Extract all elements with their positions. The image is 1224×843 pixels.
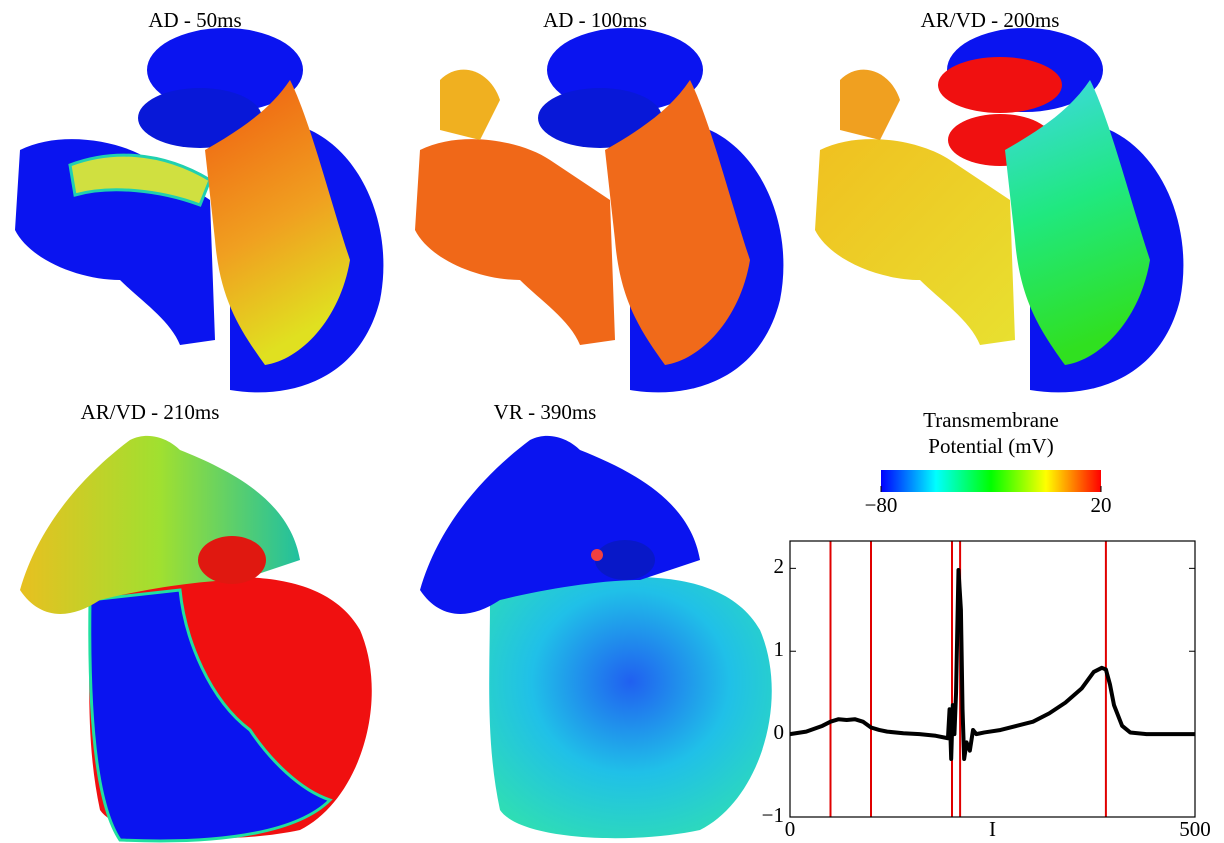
colorbar-tick-label: 20 [1091,493,1112,517]
panel-title: VR - 390ms [494,400,597,424]
y-tick-label: 1 [774,637,785,661]
y-tick-label: −1 [762,803,784,827]
panel-title: AD - 50ms [148,8,241,32]
heart-render [415,28,784,393]
panel-title: AD - 100ms [543,8,647,32]
heart-render [20,435,372,843]
heart-render [15,28,384,393]
x-tick-label: 500 [1179,817,1211,841]
x-tick-label: 0 [785,817,796,841]
panel-title: AR/VD - 210ms [81,400,220,424]
ecg-line [789,568,1195,761]
colorbar-tick-label: −80 [865,493,898,517]
panel-title: AR/VD - 200ms [921,8,1060,32]
colorbar: Transmembrane Potential (mV) −80 20 [865,408,1112,517]
heart-render [420,435,772,839]
plot-frame [789,540,1196,818]
y-tick-label: 0 [774,720,785,744]
x-axis-label: I [989,817,996,841]
colorbar-bar [881,470,1101,492]
colorbar-label: Transmembrane Potential (mV) [923,408,1059,458]
y-tick-label: 2 [774,554,785,578]
heart-render [815,28,1184,393]
